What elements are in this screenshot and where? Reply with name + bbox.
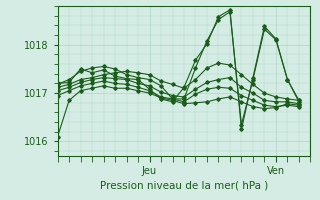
X-axis label: Pression niveau de la mer( hPa ): Pression niveau de la mer( hPa ) [100, 181, 268, 191]
